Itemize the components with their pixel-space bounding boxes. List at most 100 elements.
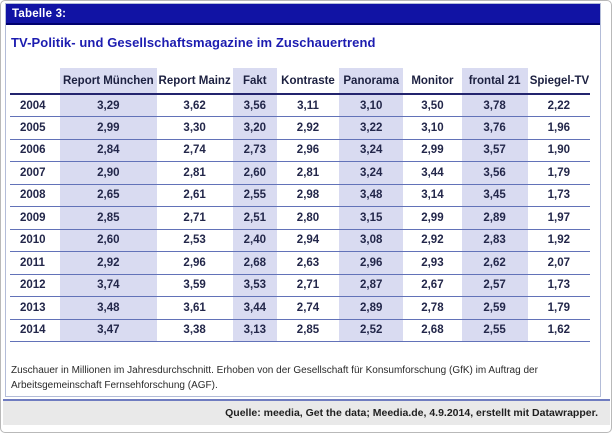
value-cell: 3,56 xyxy=(232,94,277,117)
value-cell: 2,99 xyxy=(403,206,462,230)
value-cell: 2,57 xyxy=(461,274,528,297)
value-cell: 3,24 xyxy=(339,139,404,162)
value-cell: 2,87 xyxy=(339,274,404,297)
table-body: 2004 3,29 3,62 3,56 3,11 3,10 3,50 3,78 2,22 2005… xyxy=(10,94,590,342)
value-cell: 2,40 xyxy=(232,229,277,252)
table-row: 2004 3,29 3,62 3,56 3,11 3,10 3,50 3,78 2,22 xyxy=(10,94,590,117)
year-cell: 2008 xyxy=(10,184,61,207)
value-cell: 2,63 xyxy=(276,251,340,275)
value-cell: 3,38 xyxy=(156,319,233,342)
value-cell: 2,55 xyxy=(461,319,528,342)
value-cell: 3,08 xyxy=(339,229,404,252)
value-cell: 3,14 xyxy=(403,184,462,207)
value-cell: 3,10 xyxy=(403,116,462,140)
value-cell: 2,68 xyxy=(403,319,462,342)
value-cell: 3,59 xyxy=(156,274,233,297)
year-cell: 2007 xyxy=(10,161,61,185)
value-cell: 2,71 xyxy=(276,274,340,297)
column-header: Report München xyxy=(60,68,157,95)
value-cell: 3,74 xyxy=(60,274,157,297)
value-cell: 2,98 xyxy=(276,184,340,207)
value-cell: 3,47 xyxy=(60,319,157,342)
value-cell: 2,07 xyxy=(527,251,590,275)
value-cell: 3,57 xyxy=(461,139,528,162)
table-row: 2007 2,90 2,81 2,60 2,81 3,24 3,44 3,56 1,79 xyxy=(10,161,590,185)
value-cell: 2,78 xyxy=(403,296,462,320)
table-row: 2005 2,99 3,30 3,20 2,92 3,22 3,10 3,76 1,96 xyxy=(10,116,590,140)
value-cell: 2,85 xyxy=(60,206,157,230)
source-attribution: Quelle: meedia, Get the data; Meedia.de,… xyxy=(225,407,598,419)
value-cell: 2,71 xyxy=(156,206,233,230)
chart-content-box: Tabelle 3: TV-Politik- und Gesellschafts… xyxy=(5,3,601,397)
value-cell: 1,73 xyxy=(527,184,590,207)
table-title-bar: Tabelle 3: xyxy=(6,4,600,25)
table-row: 2008 2,65 2,61 2,55 2,98 3,48 3,14 3,45 1,73 xyxy=(10,184,590,207)
column-header: Monitor xyxy=(403,68,462,95)
value-cell: 2,74 xyxy=(156,139,233,162)
chart-title: TV-Politik- und Gesellschaftsmagazine im… xyxy=(11,35,376,50)
value-cell: 3,50 xyxy=(403,94,462,117)
value-cell: 3,56 xyxy=(461,161,528,185)
value-cell: 3,29 xyxy=(60,94,157,117)
value-cell: 2,96 xyxy=(339,251,404,275)
value-cell: 2,65 xyxy=(60,184,157,207)
value-cell: 3,76 xyxy=(461,116,528,140)
table-number-label: Tabelle 3: xyxy=(12,7,67,20)
value-cell: 2,68 xyxy=(232,251,277,275)
value-cell: 3,48 xyxy=(339,184,404,207)
value-cell: 2,89 xyxy=(339,296,404,320)
table-row: 2010 2,60 2,53 2,40 2,94 3,08 2,92 2,83 1,92 xyxy=(10,229,590,252)
value-cell: 3,61 xyxy=(156,296,233,320)
value-cell: 2,60 xyxy=(60,229,157,252)
value-cell: 3,20 xyxy=(232,116,277,140)
value-cell: 3,78 xyxy=(461,94,528,117)
value-cell: 2,60 xyxy=(232,161,277,185)
table-row: 2014 3,47 3,38 3,13 2,85 2,52 2,68 2,55 1,62 xyxy=(10,319,590,342)
year-cell: 2013 xyxy=(10,296,61,320)
value-cell: 2,85 xyxy=(276,319,340,342)
table-header: Report München Report Mainz Fakt Kontraste P… xyxy=(10,68,590,95)
table-row: 2011 2,92 2,96 2,68 2,63 2,96 2,93 2,62 2,07 xyxy=(10,251,590,275)
value-cell: 3,45 xyxy=(461,184,528,207)
value-cell: 3,48 xyxy=(60,296,157,320)
column-header: Kontraste xyxy=(276,68,340,95)
value-cell: 2,67 xyxy=(403,274,462,297)
column-header: Fakt xyxy=(232,68,277,95)
value-cell: 2,80 xyxy=(276,206,340,230)
value-cell: 2,81 xyxy=(276,161,340,185)
table-row: 2006 2,84 2,74 2,73 2,96 3,24 2,99 3,57 1,90 xyxy=(10,139,590,162)
table-row: 2012 3,74 3,59 3,53 2,71 2,87 2,67 2,57 1,73 xyxy=(10,274,590,297)
value-cell: 3,62 xyxy=(156,94,233,117)
value-cell: 3,44 xyxy=(232,296,277,320)
value-cell: 2,73 xyxy=(232,139,277,162)
value-cell: 2,99 xyxy=(60,116,157,140)
table-footnote: Zuschauer in Millionen im Jahresdurchsch… xyxy=(11,365,538,391)
year-cell: 2011 xyxy=(10,251,61,275)
year-cell: 2010 xyxy=(10,229,61,252)
value-cell: 3,44 xyxy=(403,161,462,185)
value-cell: 2,93 xyxy=(403,251,462,275)
value-cell: 3,15 xyxy=(339,206,404,230)
column-header: Spiegel-TV xyxy=(527,68,590,95)
value-cell: 1,97 xyxy=(527,206,590,230)
value-cell: 1,73 xyxy=(527,274,590,297)
year-cell: 2012 xyxy=(10,274,61,297)
value-cell: 3,22 xyxy=(339,116,404,140)
value-cell: 2,51 xyxy=(232,206,277,230)
year-column-header xyxy=(10,68,61,95)
value-cell: 3,24 xyxy=(339,161,404,185)
value-cell: 3,53 xyxy=(232,274,277,297)
value-cell: 2,99 xyxy=(403,139,462,162)
year-cell: 2005 xyxy=(10,116,61,140)
year-cell: 2006 xyxy=(10,139,61,162)
value-cell: 3,30 xyxy=(156,116,233,140)
value-cell: 2,96 xyxy=(156,251,233,275)
value-cell: 1,92 xyxy=(527,229,590,252)
value-cell: 2,81 xyxy=(156,161,233,185)
year-cell: 2004 xyxy=(10,94,61,117)
column-header: Report Mainz xyxy=(156,68,233,95)
value-cell: 2,74 xyxy=(276,296,340,320)
value-cell: 1,79 xyxy=(527,296,590,320)
value-cell: 1,90 xyxy=(527,139,590,162)
